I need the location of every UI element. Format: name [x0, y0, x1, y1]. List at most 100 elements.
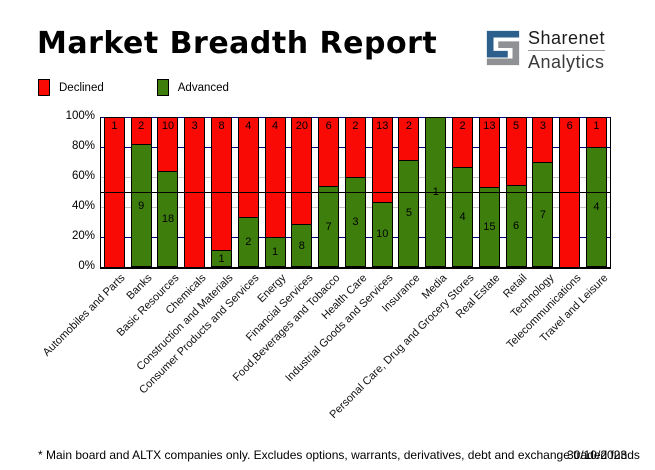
declined-count-label: 4 — [245, 120, 252, 132]
legend-item-declined: Declined — [38, 79, 104, 96]
advanced-count-label: 7 — [539, 208, 546, 221]
advanced-segment: 8 — [291, 224, 313, 267]
legend-label-advanced: Advanced — [177, 81, 229, 94]
declined-count-label: 2 — [405, 120, 413, 133]
declined-segment: 2 — [452, 117, 474, 167]
declined-count-label: 6 — [325, 120, 332, 133]
declined-count-label: 2 — [459, 120, 466, 132]
advanced-segment: 18 — [157, 170, 179, 267]
declined-segment: 2 — [344, 117, 366, 177]
declined-count-label: 6 — [566, 120, 573, 132]
legend-item-advanced: Advanced — [156, 79, 229, 96]
y-tick-80: 80% — [71, 140, 95, 152]
advanced-segment: 4 — [452, 167, 474, 267]
advanced-count-label: 4 — [459, 211, 466, 223]
advanced-segment: 4 — [585, 147, 607, 267]
declined-segment: 20 — [291, 117, 313, 225]
declined-count-label: 3 — [539, 120, 546, 132]
advanced-count-label: 15 — [483, 220, 496, 233]
declined-segment: 6 — [318, 117, 340, 187]
declined-segment: 13 — [371, 117, 393, 202]
page-title: Market Breadth Report — [37, 26, 438, 61]
logo-line-analytics: Analytics — [528, 52, 605, 72]
declined-segment: 2 — [130, 117, 152, 145]
advanced-segment: 6 — [505, 185, 527, 267]
y-tick-100: 100% — [65, 110, 95, 122]
declined-segment: 13 — [478, 117, 500, 187]
declined-count-label: 13 — [483, 120, 496, 133]
advanced-segment: 7 — [318, 186, 340, 267]
advanced-segment: 7 — [532, 162, 554, 267]
y-axis-tick-labels: 100% 80% 60% 40% 20% 0% — [0, 110, 95, 272]
advanced-segment: 2 — [237, 217, 259, 267]
y-tick-20: 20% — [71, 230, 95, 242]
bar-financial-services: 20 8 — [291, 117, 313, 267]
advanced-count-label: 3 — [352, 216, 359, 228]
declined-count-label: 5 — [513, 120, 520, 133]
declined-segment: 2 — [398, 117, 420, 160]
advanced-segment: 10 — [371, 201, 393, 267]
advanced-segment: 1 — [211, 250, 233, 267]
advanced-count-label: 18 — [161, 212, 175, 225]
declined-count-label: 2 — [138, 120, 145, 133]
advanced-count-label: 2 — [245, 236, 252, 248]
advanced-count-label: 8 — [298, 239, 305, 252]
y-tick-60: 60% — [71, 170, 95, 182]
declined-count-label: 4 — [272, 120, 279, 132]
legend: Declined Advanced — [38, 79, 229, 96]
declined-count-label: 2 — [352, 120, 359, 132]
fifty-percent-line — [101, 191, 610, 193]
logo-line-sharenet: Sharenet — [528, 28, 606, 51]
advanced-segment: 5 — [398, 159, 420, 267]
declined-count-label: 1 — [593, 120, 600, 132]
advanced-count-label: 5 — [405, 207, 413, 220]
advanced-count-label: 1 — [218, 252, 225, 265]
logo-text: Sharenet Analytics — [528, 28, 606, 72]
advanced-count-label: 6 — [513, 220, 520, 233]
advanced-count-label: 4 — [593, 201, 600, 213]
declined-segment: 5 — [505, 117, 527, 186]
declined-swatch-icon — [38, 79, 50, 96]
advanced-count-label: 10 — [376, 228, 389, 241]
declined-count-label: 3 — [191, 120, 198, 132]
declined-count-label: 10 — [161, 120, 175, 133]
declined-segment: 8 — [211, 117, 233, 251]
footnote: * Main board and ALTX companies only. Ex… — [38, 448, 640, 462]
declined-segment: 3 — [532, 117, 554, 162]
report-date: 30/10/2023 — [566, 448, 627, 462]
declined-count-label: 8 — [218, 120, 225, 133]
chart-plot-area: 1291018381424120867231310251241315563761… — [100, 116, 611, 269]
sharenet-logo: Sharenet Analytics — [484, 28, 606, 72]
y-tick-0: 0% — [78, 260, 95, 272]
declined-segment: 1 — [585, 117, 607, 147]
declined-count-label: 1 — [111, 120, 118, 132]
declined-count-label: 13 — [376, 120, 389, 133]
legend-label-declined: Declined — [59, 81, 104, 94]
advanced-swatch-icon — [156, 79, 169, 96]
bar-basic-resources: 10 18 — [157, 117, 179, 267]
y-tick-40: 40% — [71, 200, 95, 212]
declined-segment: 4 — [264, 117, 286, 237]
advanced-segment: 3 — [344, 177, 366, 267]
advanced-count-label: 9 — [138, 199, 145, 212]
bar-real-estate: 13 15 — [478, 117, 500, 267]
bar-industrial-goods-and-services: 13 10 — [371, 117, 393, 267]
declined-segment: 4 — [237, 117, 259, 217]
advanced-segment: 1 — [264, 237, 286, 267]
advanced-count-label: 1 — [272, 246, 279, 258]
declined-count-label: 20 — [295, 120, 308, 133]
x-axis-category-labels: Automobiles and Parts Banks Basic Resource… — [41, 267, 610, 437]
advanced-count-label: 7 — [325, 220, 332, 233]
sharenet-logo-icon — [486, 30, 520, 66]
declined-segment: 10 — [157, 117, 179, 171]
